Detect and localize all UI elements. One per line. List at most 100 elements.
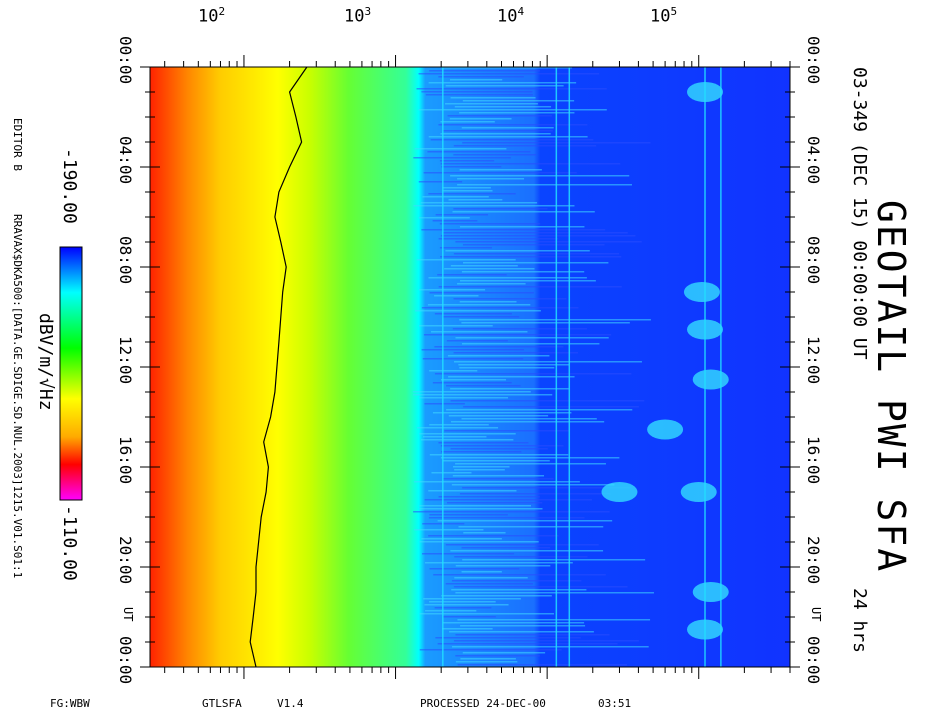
streak	[450, 265, 518, 267]
streak	[444, 430, 569, 432]
freq-tick-label: 104	[497, 5, 525, 27]
streak	[441, 451, 522, 453]
streak	[461, 271, 585, 273]
streak	[440, 235, 636, 237]
streak	[434, 346, 564, 348]
streak	[452, 466, 510, 468]
streak	[440, 379, 507, 381]
streak	[445, 103, 538, 105]
streak	[423, 598, 521, 600]
streak	[462, 487, 630, 489]
streak	[453, 145, 597, 147]
streak	[455, 655, 540, 657]
streak	[445, 544, 599, 546]
streak	[418, 109, 607, 111]
streak	[428, 517, 585, 519]
streak	[429, 601, 496, 603]
streak	[433, 574, 606, 576]
streak	[448, 376, 575, 378]
streak	[461, 418, 597, 420]
streak	[457, 619, 651, 621]
streak	[458, 364, 569, 366]
streak	[462, 100, 575, 102]
streak	[455, 565, 551, 567]
streak	[451, 589, 587, 591]
streak	[445, 85, 564, 87]
streak	[422, 553, 515, 555]
streak	[438, 238, 559, 240]
streak	[429, 568, 520, 570]
streak	[418, 217, 470, 219]
streak	[435, 637, 581, 639]
streak	[432, 412, 572, 414]
streak	[437, 643, 618, 645]
streak	[453, 352, 578, 354]
streak	[424, 562, 573, 564]
streak	[424, 403, 465, 405]
streak	[418, 181, 463, 183]
streak	[414, 148, 507, 150]
streak	[429, 70, 541, 72]
streak	[428, 490, 517, 492]
streak	[438, 496, 540, 498]
streak	[427, 304, 531, 306]
streak	[453, 253, 620, 255]
streak	[457, 178, 525, 180]
streak	[438, 442, 529, 444]
footer-version: V1.4	[277, 697, 304, 710]
time-tick-label: 00:00	[804, 636, 823, 685]
streak	[422, 358, 524, 360]
streak	[419, 397, 509, 399]
streak	[421, 307, 579, 309]
streak	[453, 298, 567, 300]
time-tick-label: 08:00	[804, 236, 823, 285]
streak	[413, 157, 511, 159]
streak	[418, 289, 486, 291]
streak	[439, 160, 495, 162]
streak	[441, 595, 552, 597]
streak	[461, 547, 551, 549]
streak	[453, 208, 548, 210]
streak	[440, 256, 622, 258]
streak	[451, 580, 582, 582]
streak	[432, 220, 478, 222]
colorbar-unit-label: dBV/m/√Hz	[35, 313, 56, 411]
streak	[453, 154, 537, 156]
streak	[419, 433, 516, 435]
streak	[459, 169, 542, 171]
streak	[428, 535, 559, 537]
streak	[419, 649, 562, 651]
streak	[416, 88, 607, 90]
streak	[422, 436, 487, 438]
streak	[442, 316, 520, 318]
streak	[454, 106, 552, 108]
streak	[437, 520, 613, 522]
streak	[440, 121, 495, 123]
streak	[452, 646, 649, 648]
streak	[452, 211, 595, 213]
streak	[434, 607, 492, 609]
streak	[412, 391, 531, 393]
streak	[450, 400, 645, 402]
footer-left: FG:WBW	[50, 697, 90, 710]
streak	[441, 628, 493, 630]
streak	[421, 349, 525, 351]
streak	[446, 409, 633, 411]
streak	[443, 616, 496, 618]
streak	[418, 73, 600, 75]
colorbar-max-label: -110.00	[59, 505, 80, 581]
streak	[462, 652, 546, 654]
streak	[459, 280, 596, 282]
footer-processed: PROCESSED 24-DEC-00	[420, 697, 546, 710]
emission-patch	[692, 582, 729, 602]
streak	[455, 634, 610, 636]
streak	[428, 136, 588, 138]
overlay-line	[249, 66, 308, 668]
streak	[423, 334, 612, 336]
chart-subtitle: 03-349 (DEC 15) 00:00:00 UT	[849, 67, 870, 360]
streak	[429, 514, 508, 516]
streak	[440, 133, 551, 135]
freq-tick-label: 103	[344, 5, 372, 27]
streak	[438, 286, 622, 288]
